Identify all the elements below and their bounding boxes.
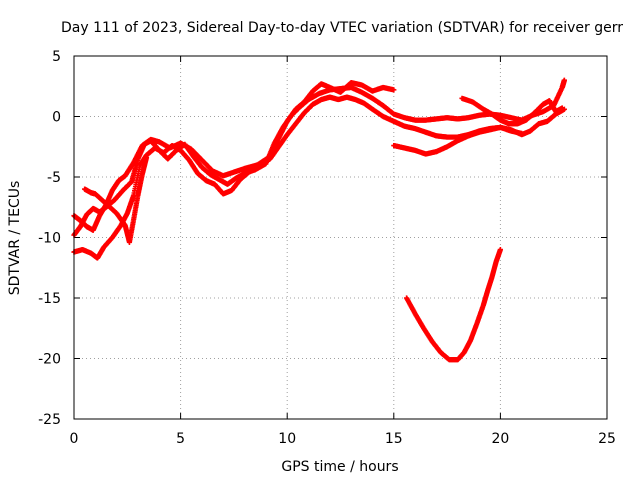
chart-title: Day 111 of 2023, Sidereal Day-to-day VTE… (61, 20, 623, 36)
y-tick-label: -5 (47, 170, 61, 186)
x-tick-label: 10 (278, 431, 296, 447)
x-tick-label: 20 (491, 431, 509, 447)
data-point (561, 77, 567, 83)
grid-lines (74, 56, 607, 419)
y-tick-label: 0 (52, 110, 61, 126)
y-axis-label: SDTVAR / TECUs (7, 181, 23, 296)
data-point (519, 130, 525, 137)
x-tick-label: 15 (385, 431, 403, 447)
y-tick-labels: -25 -20 -15 -10 -5 0 5 (38, 49, 61, 428)
x-tick-label: 5 (176, 431, 185, 447)
series-trace-5 (391, 124, 525, 157)
y-tick-label: -20 (38, 352, 61, 368)
series-trace-3 (71, 80, 397, 233)
data-series (71, 77, 567, 363)
axis-ticks (73, 55, 608, 420)
y-tick-label: -25 (38, 412, 61, 428)
data-point (143, 155, 150, 161)
series-trace-2 (71, 77, 567, 238)
series-trace-4 (82, 155, 150, 245)
series-trace-6 (459, 95, 565, 127)
y-tick-label: -15 (38, 291, 61, 307)
y-tick-label: -10 (38, 231, 61, 247)
data-point (391, 87, 397, 93)
plot-frame (73, 55, 608, 420)
x-tick-label: 0 (70, 431, 79, 447)
x-tick-labels: 0 5 10 15 20 25 (70, 431, 616, 447)
y-tick-label: 5 (52, 49, 61, 65)
x-axis-label: GPS time / hours (281, 459, 398, 475)
x-tick-label: 25 (598, 431, 616, 447)
data-point (497, 247, 503, 253)
series-trace-1 (71, 94, 567, 261)
data-point (559, 105, 565, 111)
series-trace-7 (403, 247, 503, 363)
